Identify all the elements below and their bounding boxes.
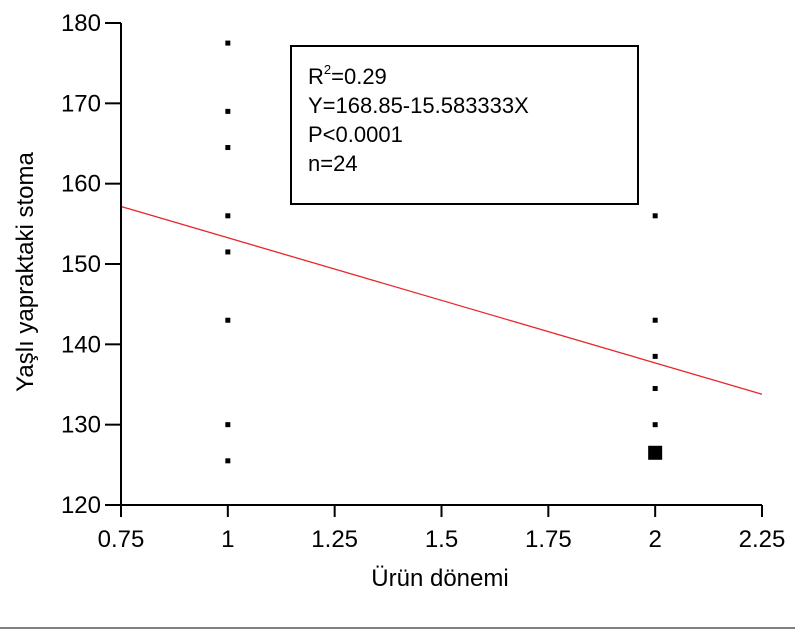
y-tick-label: 180 [61,10,101,37]
x-axis-title: Ürün dönemi [371,565,508,592]
data-point [652,422,658,428]
stats-box: R2=0.29 Y=168.85-15.583333X P<0.0001 n=2… [290,45,639,205]
stats-r2: R2=0.29 [308,62,387,89]
y-axis-title: Yaşlı yapraktaki stoma [12,152,39,392]
y-tick-label: 130 [61,412,101,439]
data-point [652,353,658,359]
stats-p-value: P<0.0001 [308,122,403,147]
data-point [652,386,658,392]
y-tick-label: 170 [61,90,101,117]
data-point [225,249,231,255]
data-point [652,317,658,323]
y-tick-label: 150 [61,251,101,278]
data-point [225,422,231,428]
x-tick-label: 2.25 [739,526,786,553]
regression-line [120,205,763,395]
stats-n: n=24 [308,151,358,176]
x-tick-label: 2 [648,526,661,553]
data-point [225,213,231,219]
data-point-highlighted [648,445,663,460]
plot-area [120,40,763,464]
x-tick-label: 1.25 [311,526,358,553]
stats-box-border [290,45,639,205]
data-point [225,458,231,464]
data-point [225,40,231,46]
y-tick-label: 160 [61,171,101,198]
x-tick-label: 0.75 [98,526,145,553]
x-tick-label: 1.75 [525,526,572,553]
y-axis: 120 130 140 150 160 170 180 [61,10,122,519]
data-point [225,108,231,114]
stats-r2-superscript: 2 [324,62,331,77]
data-point [225,317,231,323]
stats-r2-value: =0.29 [331,64,387,89]
x-axis: 0.75 1 1.25 1.5 1.75 2 2.25 [98,504,786,553]
y-tick-label: 120 [61,492,101,519]
data-point [652,213,658,219]
data-point [225,145,231,151]
stats-r2-letter: R [308,64,324,89]
stats-equation: Y=168.85-15.583333X [308,93,529,118]
x-tick-label: 1 [221,526,234,553]
y-tick-label: 140 [61,331,101,358]
x-tick-label: 1.5 [425,526,458,553]
